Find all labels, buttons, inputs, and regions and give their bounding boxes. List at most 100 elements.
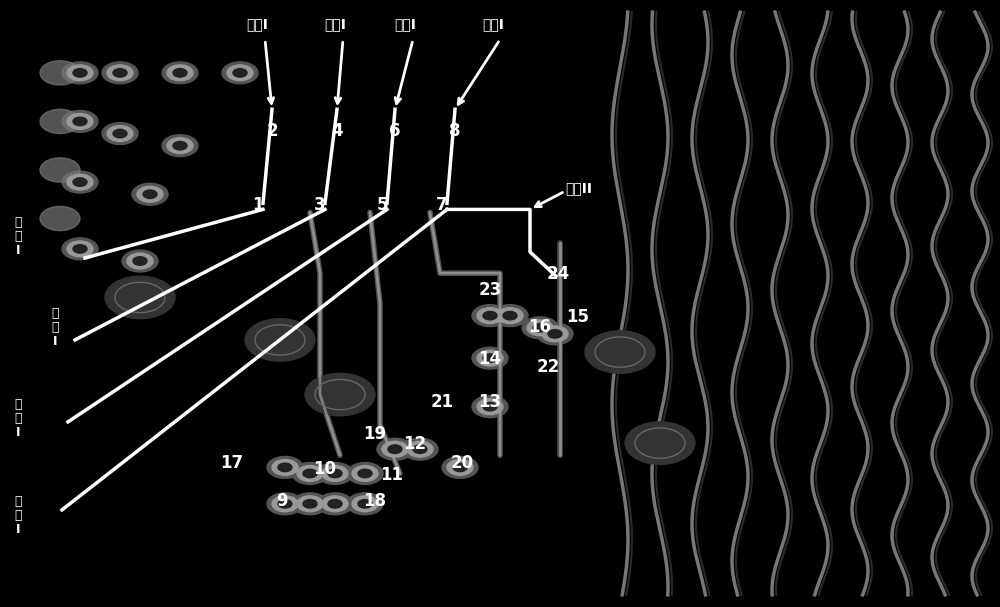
Circle shape <box>477 399 503 415</box>
Circle shape <box>442 456 478 478</box>
Text: 17: 17 <box>220 453 244 472</box>
Circle shape <box>625 422 695 464</box>
Text: 10: 10 <box>314 459 336 478</box>
Circle shape <box>447 459 473 475</box>
Text: 16: 16 <box>528 317 552 336</box>
Circle shape <box>73 245 87 253</box>
Circle shape <box>377 438 413 460</box>
Circle shape <box>127 253 153 269</box>
Circle shape <box>245 319 315 361</box>
Circle shape <box>173 69 187 77</box>
Circle shape <box>477 308 503 324</box>
Text: 7: 7 <box>436 196 448 214</box>
Circle shape <box>542 326 568 342</box>
Circle shape <box>317 493 353 515</box>
Text: 14: 14 <box>478 350 502 368</box>
Text: 3: 3 <box>314 196 326 214</box>
Text: 6: 6 <box>389 121 401 140</box>
Text: 9: 9 <box>276 492 288 510</box>
Circle shape <box>483 311 497 320</box>
Circle shape <box>73 117 87 126</box>
Circle shape <box>585 331 655 373</box>
Text: 18: 18 <box>364 492 386 510</box>
Circle shape <box>322 466 348 481</box>
Circle shape <box>137 186 163 202</box>
Circle shape <box>297 496 323 512</box>
Circle shape <box>73 178 87 186</box>
Circle shape <box>122 250 158 272</box>
Circle shape <box>62 62 98 84</box>
Circle shape <box>102 62 138 84</box>
Circle shape <box>358 500 372 508</box>
Circle shape <box>67 114 93 129</box>
Circle shape <box>272 496 298 512</box>
Circle shape <box>40 158 80 182</box>
Circle shape <box>278 463 292 472</box>
Circle shape <box>162 62 198 84</box>
Circle shape <box>402 438 438 460</box>
Circle shape <box>105 276 175 319</box>
Circle shape <box>328 500 342 508</box>
Text: 24: 24 <box>546 265 570 283</box>
Circle shape <box>133 257 147 265</box>
Circle shape <box>483 354 497 362</box>
Circle shape <box>477 350 503 366</box>
Circle shape <box>292 493 328 515</box>
Text: 19: 19 <box>363 425 387 443</box>
Circle shape <box>503 311 517 320</box>
Text: 15: 15 <box>566 308 590 326</box>
Circle shape <box>167 65 193 81</box>
Circle shape <box>40 109 80 134</box>
Circle shape <box>472 347 508 369</box>
Circle shape <box>113 69 127 77</box>
Circle shape <box>62 238 98 260</box>
Circle shape <box>522 317 558 339</box>
Circle shape <box>267 493 303 515</box>
Circle shape <box>233 69 247 77</box>
Circle shape <box>352 496 378 512</box>
Text: 线段II: 线段II <box>565 181 592 195</box>
Circle shape <box>347 463 383 484</box>
Text: 20: 20 <box>450 453 474 472</box>
Text: 21: 21 <box>430 393 454 412</box>
Circle shape <box>272 459 298 475</box>
Circle shape <box>388 445 402 453</box>
Circle shape <box>352 466 378 481</box>
Circle shape <box>107 126 133 141</box>
Text: 12: 12 <box>403 435 427 453</box>
Circle shape <box>278 500 292 508</box>
Circle shape <box>62 171 98 193</box>
Circle shape <box>322 496 348 512</box>
Circle shape <box>472 305 508 327</box>
Circle shape <box>347 493 383 515</box>
Text: 线
段
I: 线 段 I <box>51 307 59 348</box>
Circle shape <box>483 402 497 411</box>
Circle shape <box>162 135 198 157</box>
Text: 1: 1 <box>252 196 264 214</box>
Text: 线段I: 线段I <box>324 17 346 32</box>
Circle shape <box>548 330 562 338</box>
Circle shape <box>292 463 328 484</box>
Circle shape <box>497 308 523 324</box>
Text: 5: 5 <box>376 196 388 214</box>
Circle shape <box>453 463 467 472</box>
Circle shape <box>40 61 80 85</box>
Circle shape <box>382 441 408 457</box>
Text: 线段I: 线段I <box>246 17 268 32</box>
Circle shape <box>143 190 157 198</box>
Circle shape <box>407 441 433 457</box>
Circle shape <box>492 305 528 327</box>
Circle shape <box>227 65 253 81</box>
Text: 线
段
I: 线 段 I <box>14 216 22 257</box>
Circle shape <box>167 138 193 154</box>
Circle shape <box>303 469 317 478</box>
Text: 8: 8 <box>449 121 461 140</box>
Circle shape <box>40 206 80 231</box>
Circle shape <box>328 469 342 478</box>
Circle shape <box>413 445 427 453</box>
Circle shape <box>62 110 98 132</box>
Circle shape <box>537 323 573 345</box>
Circle shape <box>222 62 258 84</box>
Text: 11: 11 <box>380 466 404 484</box>
Circle shape <box>73 69 87 77</box>
